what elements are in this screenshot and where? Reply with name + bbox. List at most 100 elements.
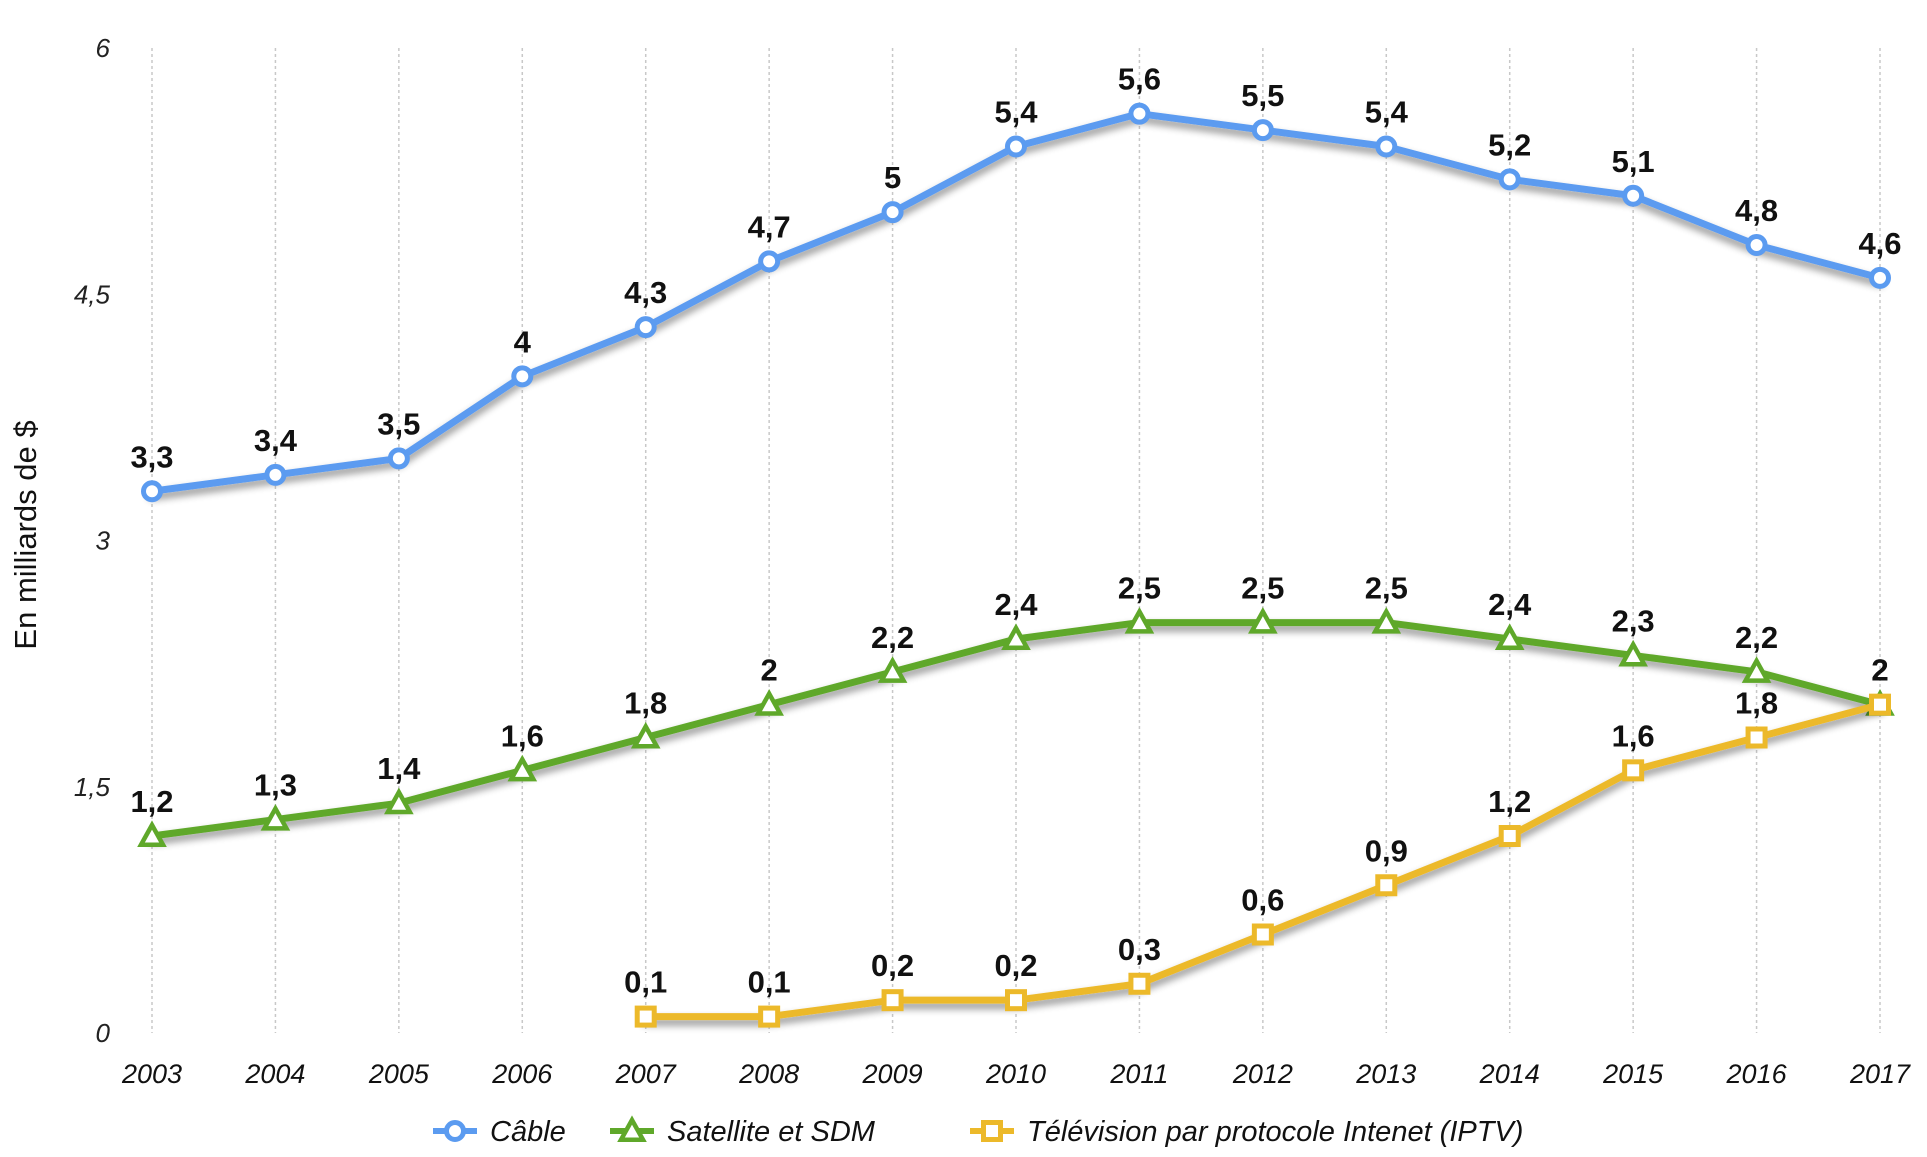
data-label: 1,6	[1612, 718, 1655, 753]
legend-item-satellite-et-sdm: Satellite et SDM	[610, 1115, 876, 1148]
data-point	[1869, 266, 1891, 289]
y-tick-label: 3	[96, 526, 111, 556]
legend-marker	[444, 1120, 466, 1142]
data-label: 5	[884, 160, 901, 195]
data-label: 1,8	[1735, 686, 1778, 721]
data-label: 2,3	[1612, 603, 1655, 638]
data-point	[1128, 102, 1151, 125]
data-point	[630, 721, 661, 749]
data-point	[1498, 168, 1521, 191]
data-point	[137, 820, 167, 848]
data-label: 4,7	[748, 209, 791, 244]
data-point	[881, 201, 904, 224]
data-label: 2	[1871, 653, 1888, 688]
data-label: 5,4	[1365, 95, 1409, 130]
data-point	[387, 447, 410, 470]
x-tick-label: 2004	[244, 1059, 305, 1089]
data-label: 5,2	[1488, 127, 1531, 162]
data-point	[1494, 623, 1525, 651]
data-point	[260, 803, 291, 831]
data-point	[507, 754, 538, 782]
data-point	[1618, 639, 1648, 667]
x-tick-label: 2009	[862, 1059, 923, 1089]
data-point	[1375, 874, 1398, 897]
data-label: 0,2	[871, 948, 914, 983]
data-label: 2,5	[1241, 571, 1284, 606]
data-point	[384, 787, 414, 815]
data-point	[1005, 989, 1027, 1012]
data-point	[1622, 759, 1645, 782]
data-label: 0,1	[748, 965, 791, 1000]
data-label: 3,4	[254, 423, 298, 458]
data-point	[758, 1005, 781, 1028]
legend-label: Satellite et SDM	[667, 1116, 876, 1148]
data-point	[1745, 234, 1768, 256]
x-tick-label: 2008	[738, 1059, 799, 1089]
data-label: 0,3	[1118, 932, 1161, 967]
data-point	[634, 1005, 657, 1028]
data-point	[1124, 606, 1155, 634]
data-point	[1741, 656, 1772, 683]
y-tick-label: 6	[96, 33, 111, 63]
data-label: 1,6	[501, 718, 544, 753]
data-label: 4,6	[1858, 226, 1901, 261]
x-tick-label: 2006	[491, 1059, 553, 1089]
data-label: 4,8	[1735, 193, 1778, 228]
data-point	[1128, 972, 1151, 995]
data-label: 2,5	[1365, 571, 1408, 606]
data-label: 2,5	[1118, 571, 1161, 606]
x-tick-label: 2012	[1232, 1059, 1293, 1089]
data-point	[1001, 623, 1031, 651]
x-tick-label: 2014	[1479, 1059, 1540, 1089]
data-label: 4	[514, 324, 532, 359]
data-label: 2,2	[1735, 620, 1778, 655]
data-label: 3,3	[130, 439, 173, 474]
legend-item-cable: Câble	[433, 1116, 566, 1148]
data-point	[1745, 726, 1768, 749]
legend-label: Télévision par protocole Intenet (IPTV)	[1027, 1116, 1523, 1148]
x-tick-label: 2010	[985, 1059, 1046, 1089]
data-label: 5,4	[994, 95, 1038, 130]
data-label: 0,2	[994, 948, 1037, 983]
data-point	[1622, 184, 1645, 207]
legend-marker	[617, 1115, 647, 1143]
data-label: 1,8	[624, 686, 667, 721]
x-tick-label: 2011	[1109, 1059, 1168, 1089]
x-tick-label: 2013	[1355, 1059, 1416, 1089]
legend-label: Câble	[490, 1116, 566, 1148]
data-label: 0,1	[624, 965, 667, 1000]
data-point	[754, 689, 784, 716]
data-point	[1375, 135, 1398, 158]
y-axis-label: En milliards de $	[8, 420, 43, 649]
data-label: 1,3	[254, 768, 297, 803]
x-axis: 2003 2004 2005 2006 2007 2008 2009 2010 2011 2012…	[121, 1059, 1911, 1089]
series-television-par-protocole-intenet-iptv	[634, 693, 1891, 1028]
data-label: 1,4	[377, 751, 421, 786]
data-label: 5,1	[1612, 144, 1655, 179]
y-tick-label: 1,5	[74, 772, 111, 802]
data-label: 5,6	[1118, 62, 1161, 97]
legend-item-television-par-protocole-intenet-iptv: Télévision par protocole Intenet (IPTV)	[970, 1116, 1523, 1148]
y-tick-label: 4,5	[74, 279, 111, 309]
legend-marker	[981, 1120, 1003, 1142]
data-point	[1371, 606, 1402, 634]
data-point	[877, 656, 908, 683]
data-label: 1,2	[1488, 784, 1531, 819]
data-label: 2,2	[871, 620, 914, 655]
data-point	[264, 463, 287, 486]
legend: Câble Satellite et SDM Télévision par prot…	[433, 1115, 1523, 1148]
grid-lines	[151, 48, 1881, 1033]
data-label: 2,4	[1488, 587, 1532, 622]
x-tick-label: 2007	[615, 1059, 677, 1089]
x-tick-label: 2005	[368, 1059, 430, 1089]
y-axis: 0 1,5 3 4,5 6	[74, 33, 111, 1048]
data-point	[634, 316, 657, 339]
data-label: 2,4	[994, 587, 1038, 622]
data-label: 1,2	[130, 784, 173, 819]
data-point	[1869, 693, 1891, 716]
x-tick-label: 2017	[1849, 1059, 1911, 1089]
data-point	[758, 250, 781, 273]
data-point	[1251, 119, 1274, 142]
data-point	[1005, 135, 1027, 158]
